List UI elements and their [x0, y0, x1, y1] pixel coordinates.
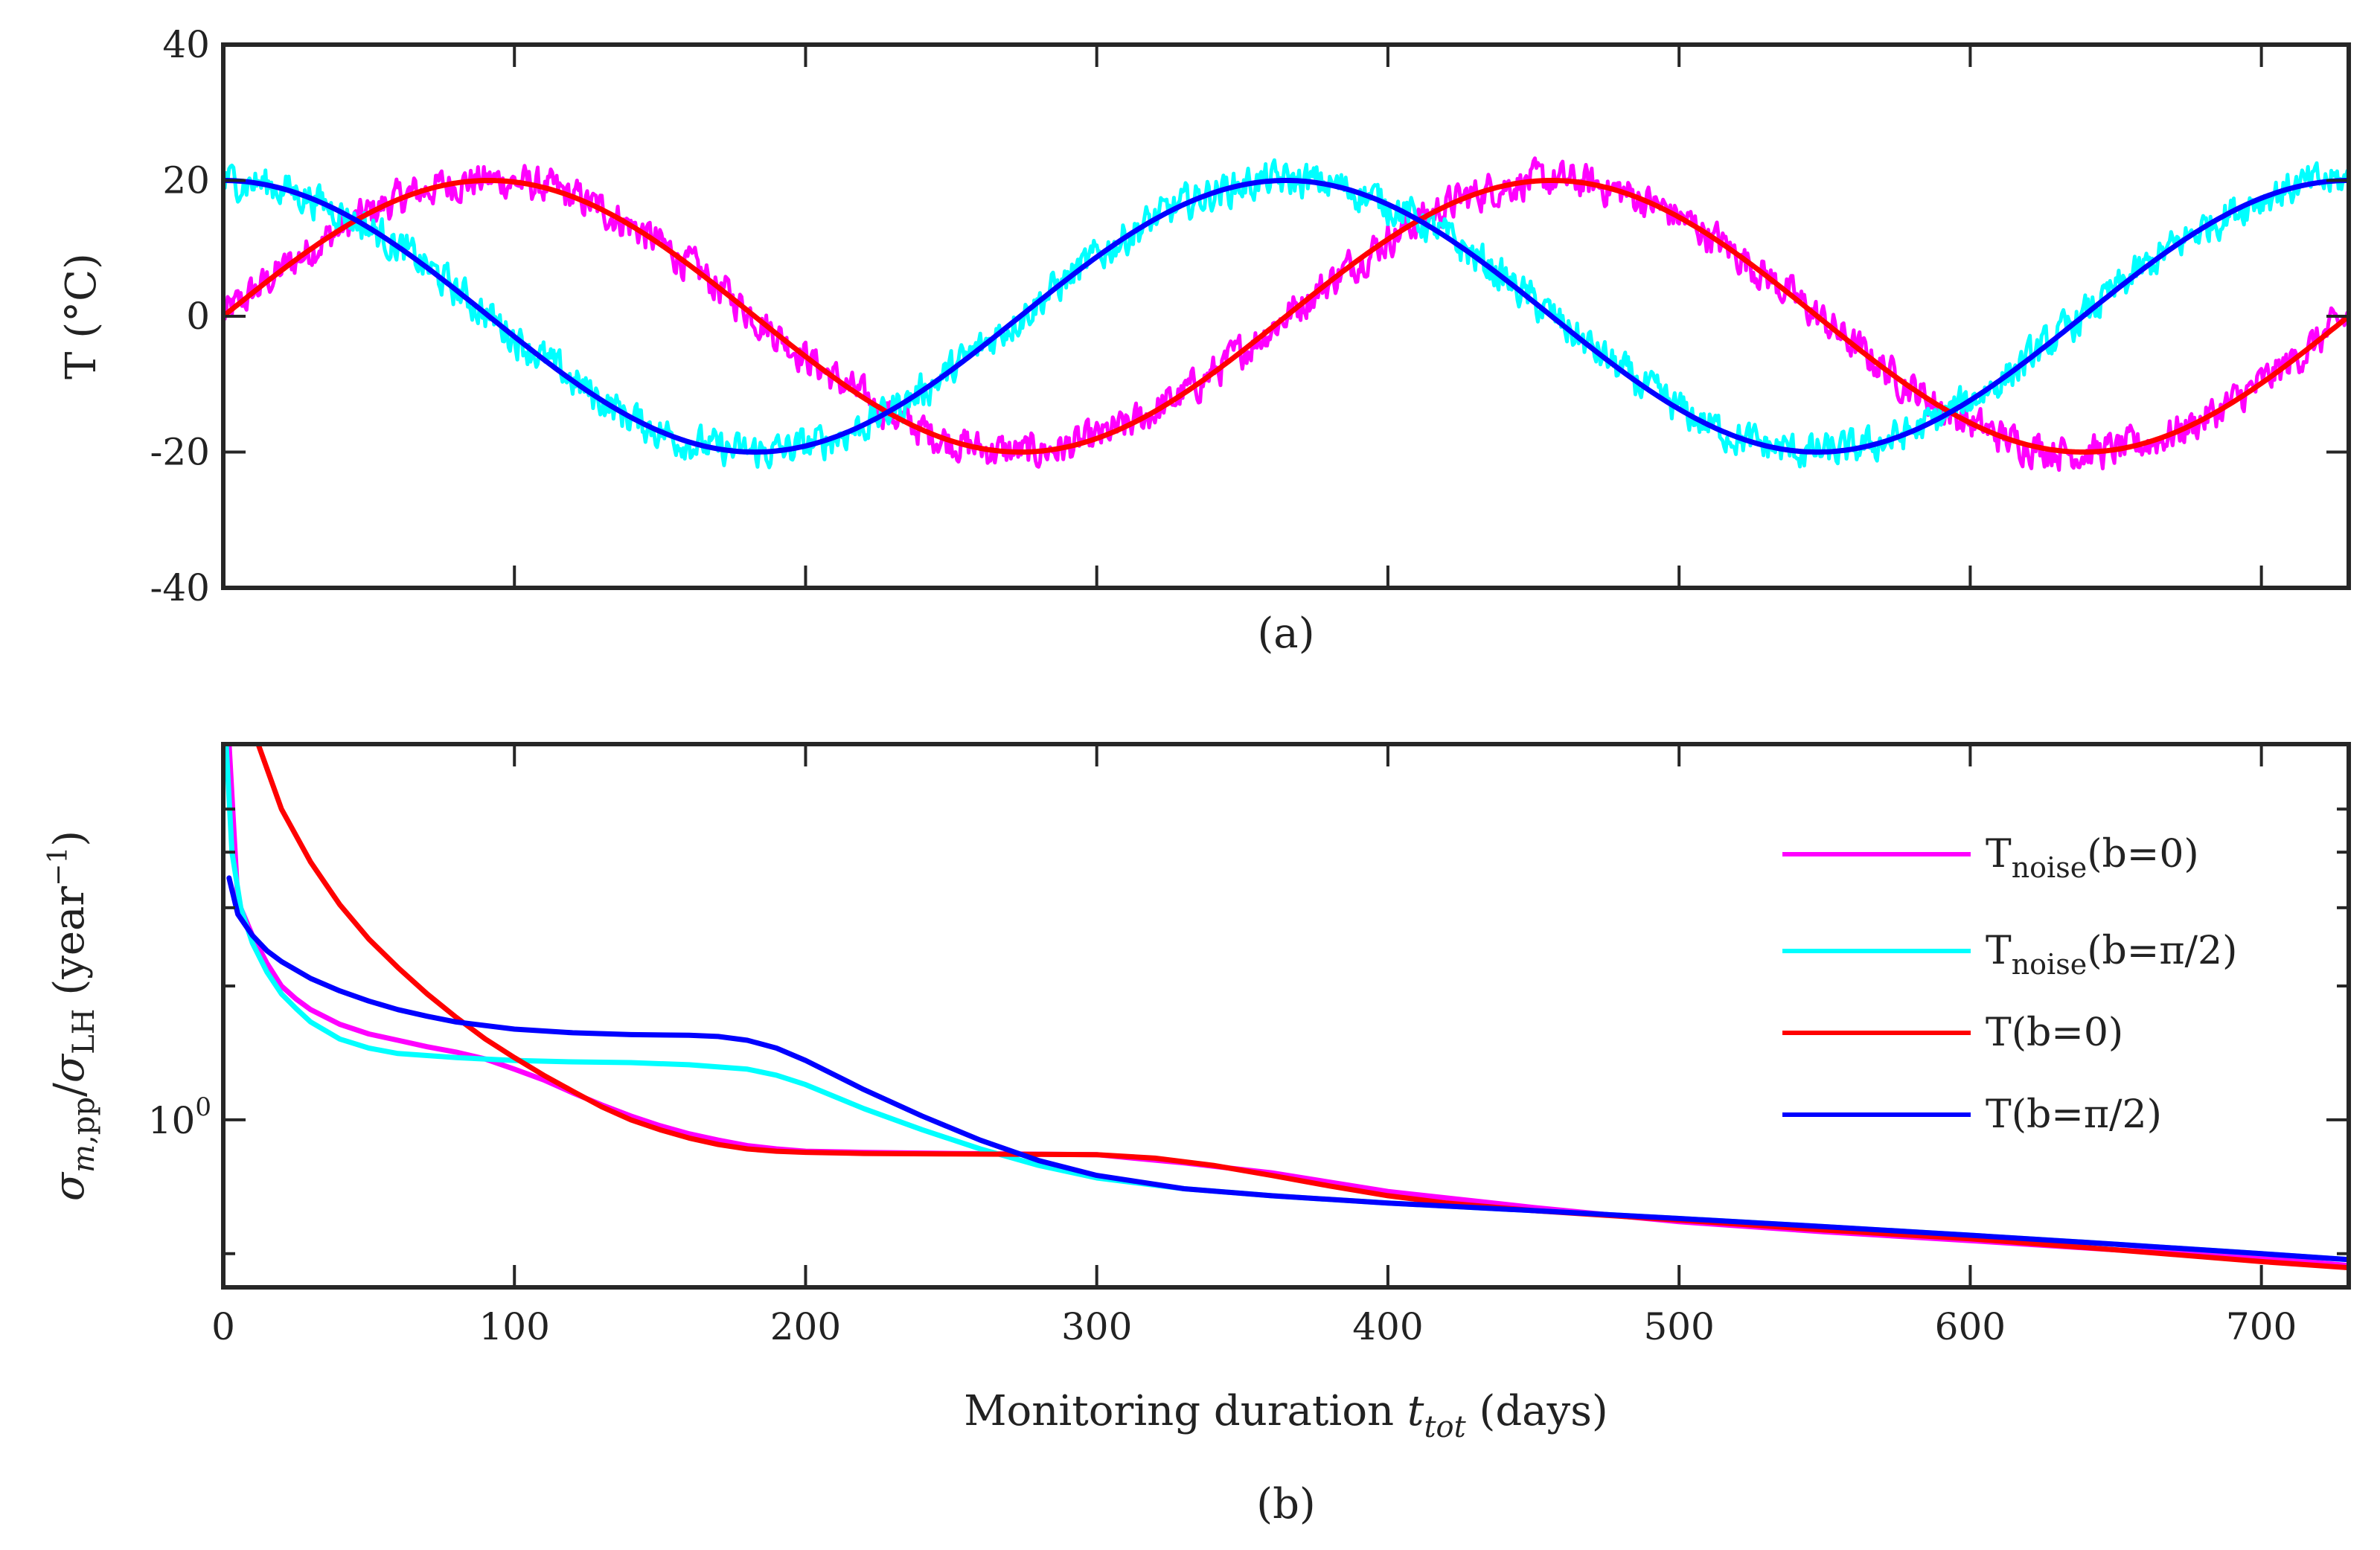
panel-b-x-tick-label: 400: [1352, 1305, 1423, 1348]
panel-a-y-axis-label: T (°C): [57, 253, 106, 380]
panel-a-series: [223, 156, 2349, 473]
ylabel-sub-pp: ,pp: [67, 1097, 101, 1144]
panel-a-y-tick-label: 20: [162, 159, 210, 202]
ylabel-unit-close: ): [45, 830, 94, 847]
panel-b-x-tick-label: 600: [1935, 1305, 2006, 1348]
panel-b-y-tick-exp: 0: [195, 1092, 211, 1122]
panel-a-y-tick-label: 40: [162, 23, 210, 66]
legend-label-tnoise-bpi2: Tnoise(b=π/2): [1986, 929, 2237, 981]
legend-entry-t-bpi2: T(b=π/2): [1782, 1092, 2162, 1137]
panel-a-y-ticks: -40 -20 0 20 40: [150, 23, 2349, 609]
panel-a-label: (a): [1257, 609, 1314, 658]
panel-a-y-tick-label: 0: [186, 295, 210, 338]
panel-b-x-tick-label: 500: [1643, 1305, 1714, 1348]
panel-b: 0 100 200 300 400 500 600 700 100 σm,pp/σLH (ye…: [43, 742, 2351, 1528]
panel-a-y-tick-label: -40: [150, 566, 210, 609]
panel-a-x-ticks: [222, 45, 2263, 588]
ylabel-sigma-1: σ: [45, 1171, 94, 1201]
ylabel-sub-m: m: [67, 1144, 101, 1173]
ylabel-slash: /: [45, 1083, 94, 1097]
panel-a-series-t-noise-b-0-: [223, 156, 2349, 473]
panel-b-x-ticks: 0 100 200 300 400 500 600 700: [211, 744, 2297, 1348]
legend-entry-tnoise-b0: Tnoise(b=0): [1782, 832, 2199, 884]
legend-label-tnoise-b0: Tnoise(b=0): [1986, 832, 2199, 884]
legend-entry-t-b0: T(b=0): [1782, 1011, 2123, 1055]
panel-b-x-tick-label: 200: [770, 1305, 841, 1348]
panel-a-series-t-b-0-: [223, 178, 2349, 455]
panel-b-label: (b): [1256, 1480, 1316, 1528]
panel-a-series-t-b-2-: [223, 178, 2349, 455]
panel-b-x-tick-label: 0: [211, 1305, 235, 1348]
panel-b-y-axis-label: σm,pp/σLH (year−1): [43, 830, 101, 1201]
panel-b-x-axis-label: Monitoring duration ttot (days): [964, 1387, 1608, 1444]
panel-b-frame: [221, 742, 2351, 1290]
panel-b-x-tick-label: 300: [1061, 1305, 1132, 1348]
xlabel-var: t: [1407, 1387, 1424, 1435]
panel-b-y-ticks: [223, 807, 2349, 1255]
panel-a-series-t-noise-b-2-: [223, 158, 2349, 470]
panel-b-x-tick-label: 100: [479, 1305, 550, 1348]
legend-label-t-bpi2: T(b=π/2): [1986, 1092, 2162, 1137]
panel-b-series: [223, 744, 2349, 1271]
legend-entry-tnoise-bpi2: Tnoise(b=π/2): [1782, 929, 2237, 981]
ylabel-unit-open: (year: [45, 886, 94, 1009]
xlabel-main: Monitoring duration: [964, 1387, 1407, 1435]
legend-label-t-b0: T(b=0): [1986, 1011, 2123, 1055]
ylabel-sigma-2: σ: [45, 1053, 94, 1083]
panel-b-series-t-b-2-: [226, 875, 2349, 1263]
panel-a-y-tick-label: -20: [150, 431, 210, 474]
panel-a: -40 -20 0 20 40 T (°C) (a): [57, 23, 2351, 658]
panel-b-x-tick-label: 700: [2226, 1305, 2297, 1348]
xlabel-sub: tot: [1424, 1410, 1466, 1444]
panel-b-y-tick-label-1: 100: [148, 1092, 211, 1142]
ylabel-unit-exp: −1: [43, 847, 74, 886]
xlabel-unit: (days): [1466, 1387, 1608, 1435]
ylabel-sub-lh: LH: [67, 1008, 101, 1054]
panel-b-series-t-noise-b-0-: [226, 744, 2349, 1269]
legend: Tnoise(b=0) Tnoise(b=π/2) T(b=0) T(b=π/2…: [1782, 832, 2237, 1137]
panel-b-y-tick-base: 10: [148, 1099, 196, 1142]
